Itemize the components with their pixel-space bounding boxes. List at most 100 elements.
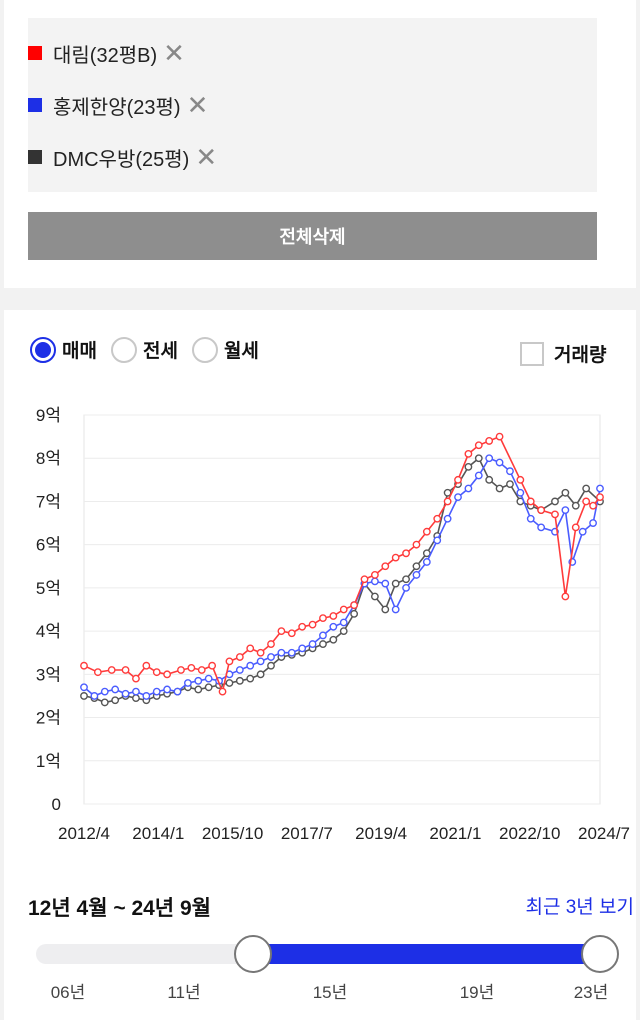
data-point [464,462,473,471]
data-point [225,679,234,687]
compare-item-label: 홍제한양(23평) [53,96,181,119]
data-point [208,661,217,670]
data-point [474,441,483,450]
series-1 [80,454,604,700]
data-point [350,601,359,610]
data-point [197,666,206,674]
remove-icon[interactable]: ✕ [186,90,209,120]
series-2 [80,454,604,707]
x-tick-label: 2012/4 [58,824,110,843]
data-point [256,657,265,666]
recent-3-years-link[interactable]: 최근 3년 보기 [525,897,634,918]
compare-item-dmc: DMC우방(25평) ✕ [28,142,217,172]
data-point [596,493,604,502]
data-point [152,687,161,696]
data-point [132,687,140,696]
delete-all-button[interactable]: 전체삭제 [28,212,597,260]
data-point [246,661,255,670]
color-swatch-blue [28,98,42,112]
data-point [495,484,504,493]
data-point [551,510,559,519]
data-point [121,689,130,698]
y-tick-label: 1억 [36,752,61,771]
slider-tick-label: 23년 [573,983,609,1002]
data-point [561,506,570,514]
data-point [571,501,580,510]
data-point [194,676,203,685]
data-point [218,687,227,696]
data-point [381,562,390,571]
x-tick-label: 2021/1 [429,824,481,843]
data-point [495,432,504,441]
data-point [433,536,442,545]
volume-checkbox[interactable]: 거래량 [520,340,606,367]
data-point [204,674,213,683]
slider-start-handle[interactable] [234,935,273,973]
data-point [589,519,597,527]
remove-icon[interactable]: ✕ [163,38,185,68]
period-range-slider[interactable] [36,935,619,973]
slider-tick-label: 15년 [312,983,348,1002]
data-point [474,471,483,480]
data-point [277,627,286,636]
data-point [80,661,88,670]
slider-tick-label: 06년 [50,983,86,1002]
data-point [589,501,597,510]
data-point [329,635,338,644]
radio-label: 월세 [223,341,259,362]
radio-jeonse[interactable]: 전세 [110,336,178,363]
data-point [422,549,431,558]
data-point [308,620,317,629]
data-point [187,663,196,672]
data-point [93,668,102,677]
radio-circle [191,336,218,363]
radio-monthly-rent[interactable]: 월세 [191,336,259,363]
radio-circle [110,336,137,363]
data-point [516,475,525,484]
data-point [339,618,348,627]
data-point [350,609,359,618]
data-point [163,670,172,679]
y-tick-label: 3억 [36,665,61,684]
data-point [370,592,379,601]
data-point [537,523,546,532]
series-0 [80,432,604,696]
y-tick-label: 6억 [36,536,61,555]
data-point [163,685,172,694]
data-point [582,484,591,493]
remove-icon[interactable]: ✕ [195,142,218,172]
data-point [256,670,265,679]
data-point [485,475,494,484]
x-tick-label: 2022/10 [499,824,560,843]
data-point [329,612,338,620]
y-tick-label: 0 [52,795,61,814]
data-point [132,674,140,683]
data-point [526,514,535,523]
data-point [443,497,452,506]
radio-sale[interactable]: 매매 [30,336,97,363]
data-point [370,571,379,579]
data-point [561,488,570,497]
compare-item-daerim: 대림(32평B) ✕ [28,38,185,68]
data-point [132,694,140,703]
data-point [412,571,421,579]
data-point [370,577,379,586]
data-point [339,627,348,636]
slider-tick-label: 19년 [459,983,495,1002]
data-point [107,666,116,674]
data-point [142,661,151,670]
data-point [422,558,431,566]
data-point [319,631,327,640]
data-point [485,454,494,463]
data-point [173,687,182,696]
y-tick-label: 2억 [36,709,61,728]
data-point [246,674,255,683]
data-point [256,648,265,657]
data-point [360,575,369,584]
checkbox-label: 거래량 [554,345,607,366]
data-point [152,668,161,677]
slider-end-handle[interactable] [581,935,619,973]
data-point [267,653,275,661]
data-point [402,583,410,592]
color-swatch-red [28,46,42,60]
